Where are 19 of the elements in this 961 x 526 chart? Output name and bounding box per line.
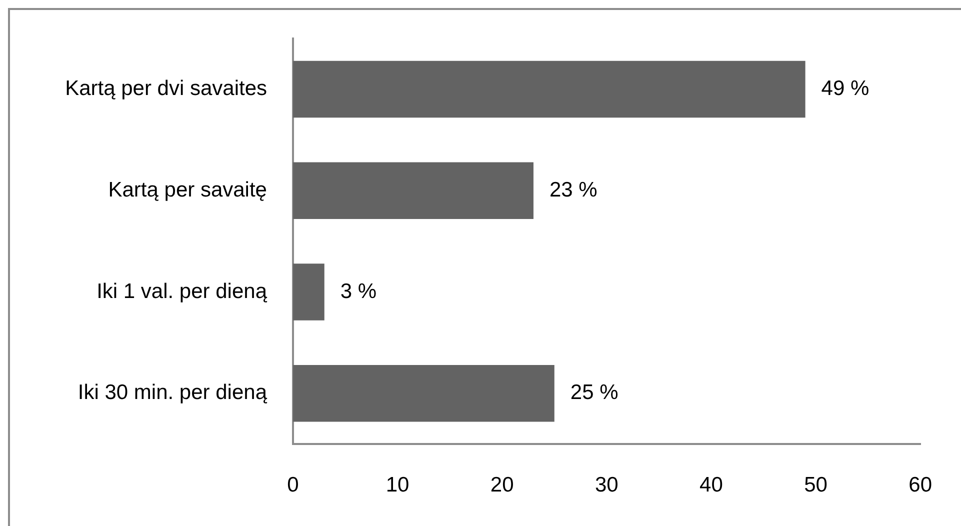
- y-tick-label: Kartą per dvi savaites: [65, 77, 267, 100]
- bar: [293, 364, 554, 422]
- y-tick-label: Iki 30 min. per dieną: [78, 381, 268, 404]
- x-tick-label: 20: [490, 473, 514, 496]
- x-tick-label: 60: [908, 473, 932, 496]
- x-tick-label: 50: [804, 473, 828, 496]
- bar: [293, 162, 534, 220]
- data-label: 25 %: [570, 381, 618, 404]
- x-tick-label: 30: [594, 473, 618, 496]
- data-label: 23 %: [549, 178, 598, 202]
- x-tick-label: 0: [287, 473, 299, 496]
- x-tick-label: 10: [386, 473, 410, 496]
- y-tick-label: Kartą per savaitę: [108, 178, 267, 202]
- bar: [293, 264, 324, 320]
- y-tick-label: Iki 1 val. per dieną: [96, 280, 268, 303]
- x-tick-label: 40: [700, 473, 723, 496]
- data-label: 3 %: [340, 280, 377, 303]
- bar: [293, 60, 806, 118]
- data-label: 49 %: [821, 77, 870, 100]
